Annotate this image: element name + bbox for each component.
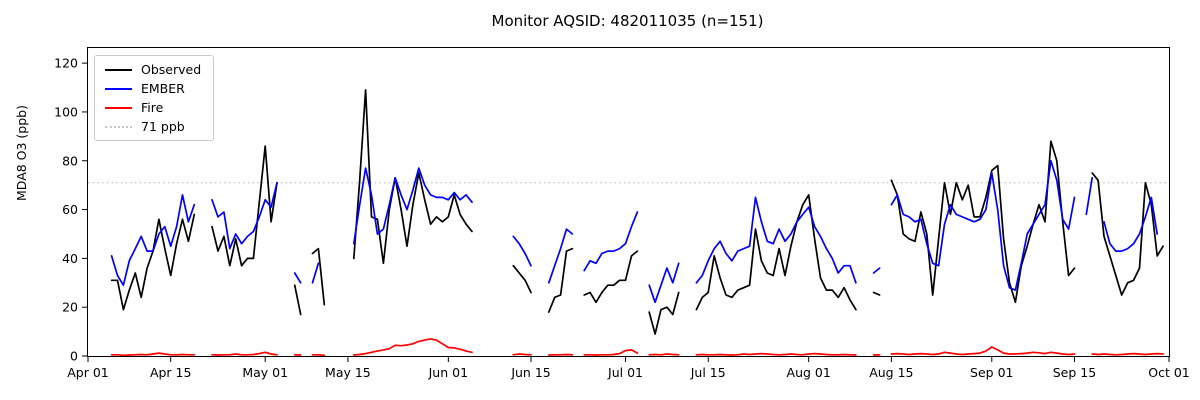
x-tick-label: Sep 15 bbox=[1053, 365, 1096, 380]
legend-label: Observed bbox=[141, 62, 202, 77]
legend-item-fire: Fire bbox=[105, 101, 201, 114]
series-observed-segment bbox=[695, 194, 857, 311]
series-observed-segment bbox=[311, 247, 326, 306]
series-ember-segment bbox=[110, 194, 196, 287]
x-tick-label: May 01 bbox=[242, 365, 288, 380]
x-tick-label: Jul 15 bbox=[690, 365, 726, 380]
series-ember-segment bbox=[1103, 196, 1159, 252]
x-tick-label: Jun 01 bbox=[428, 365, 468, 380]
series-fire-segment bbox=[583, 349, 639, 356]
series-fire-segment bbox=[890, 346, 1076, 356]
series-fire-segment bbox=[311, 353, 326, 357]
series-fire-segment bbox=[1091, 352, 1164, 356]
legend-item-71-ppb: 71 ppb bbox=[105, 120, 201, 133]
legend-swatch bbox=[105, 68, 132, 71]
plot-area: 0 20 40 60 80 100 120 Apr 01 Apr 15 May 01 May 15 J… bbox=[54, 47, 1190, 380]
legend-swatch bbox=[105, 125, 132, 128]
y-tick-label: 0 bbox=[70, 349, 78, 364]
chart-title: Monitor AQSID: 482011035 (n=151) bbox=[491, 12, 764, 30]
series-observed-segment bbox=[648, 291, 680, 335]
legend-item-ember: EMBER bbox=[105, 82, 201, 95]
series-observed-segment bbox=[110, 213, 196, 311]
series-fire-segment bbox=[547, 353, 574, 356]
series-ember-segment bbox=[311, 262, 320, 284]
series-ember-segment bbox=[211, 181, 278, 250]
legend-item-observed: Observed bbox=[105, 63, 201, 76]
legend-swatch bbox=[105, 87, 132, 90]
series-ember-segment bbox=[890, 159, 1076, 291]
series-observed-segment bbox=[352, 89, 473, 265]
legend-swatch bbox=[105, 106, 132, 109]
series-observed-segment bbox=[547, 247, 574, 313]
legend-label: 71 ppb bbox=[141, 119, 185, 134]
legend: Observed EMBER Fire 71 ppb bbox=[94, 55, 215, 141]
x-tick-label: Jun 15 bbox=[510, 365, 550, 380]
x-tick-label: Aug 15 bbox=[869, 365, 913, 380]
y-tick-label: 40 bbox=[62, 251, 78, 266]
series-observed-segment bbox=[583, 250, 639, 304]
series-ember-segment bbox=[512, 235, 532, 267]
series-ember-segment bbox=[872, 267, 881, 274]
y-tick-label: 20 bbox=[62, 300, 78, 315]
series-ember-segment bbox=[293, 272, 302, 284]
y-tick-label: 60 bbox=[62, 202, 78, 217]
series-ember-segment bbox=[352, 167, 473, 245]
series-observed-segment bbox=[890, 140, 1076, 304]
series-ember-segment bbox=[1085, 176, 1094, 216]
series-observed-segment bbox=[293, 284, 302, 316]
series-fire-segment bbox=[211, 351, 278, 356]
y-tick-label: 120 bbox=[54, 56, 78, 71]
series-observed-segment bbox=[872, 291, 881, 296]
legend-label: EMBER bbox=[141, 81, 185, 96]
x-tick-label: Sep 01 bbox=[970, 365, 1013, 380]
series-ember-segment bbox=[648, 262, 680, 304]
x-tick-label: Aug 01 bbox=[787, 365, 831, 380]
series-ember-segment bbox=[695, 196, 857, 284]
x-tick-label: Apr 15 bbox=[150, 365, 192, 380]
series-fire-segment bbox=[352, 338, 473, 356]
series-ember-segment bbox=[583, 211, 639, 272]
legend-label: Fire bbox=[141, 100, 164, 115]
y-tick-label: 100 bbox=[54, 104, 78, 119]
plot-canvas: 0 20 40 60 80 100 120 Apr 01 Apr 15 May 01 May 15 J… bbox=[54, 56, 1190, 380]
series-observed-segment bbox=[1091, 172, 1164, 296]
series-fire-segment bbox=[512, 353, 532, 356]
x-tick-label: Jul 01 bbox=[607, 365, 643, 380]
x-tick-label: May 15 bbox=[325, 365, 371, 380]
series-observed-segment bbox=[512, 264, 532, 294]
y-tick-label: 80 bbox=[62, 153, 78, 168]
x-tick-label: Oct 01 bbox=[1148, 365, 1190, 380]
x-tick-label: Apr 01 bbox=[67, 365, 109, 380]
series-ember-segment bbox=[547, 228, 574, 284]
series-fire-segment bbox=[695, 352, 857, 356]
series-fire-segment bbox=[110, 352, 196, 357]
series-fire-segment bbox=[648, 353, 680, 356]
series-observed-segment bbox=[211, 145, 278, 267]
